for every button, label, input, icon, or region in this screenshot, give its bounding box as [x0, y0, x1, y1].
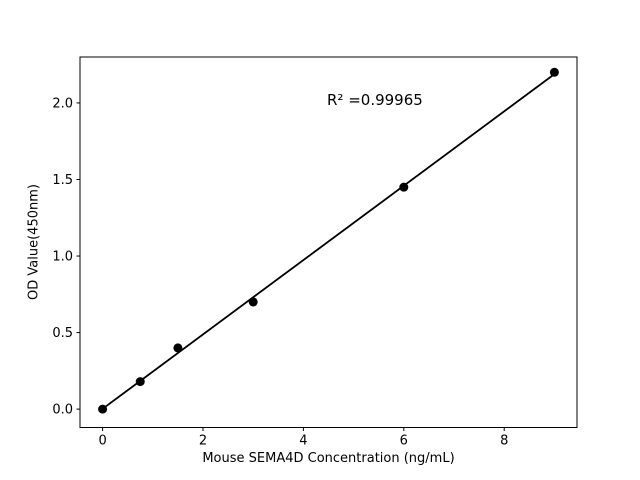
y-tick-label: 1.0: [52, 250, 73, 265]
data-point: [135, 377, 145, 387]
x-axis-label: Mouse SEMA4D Concentration (ng/mL): [202, 451, 455, 466]
data-point: [173, 343, 183, 353]
x-tick-label: 8: [500, 434, 508, 449]
data-point: [98, 404, 108, 414]
y-tick-label: 0.0: [52, 403, 73, 418]
r-squared-annotation: R² =0.99965: [327, 91, 423, 109]
data-point: [399, 182, 409, 192]
x-tick-label: 4: [299, 434, 307, 449]
x-tick-label: 2: [199, 434, 207, 449]
data-point: [248, 297, 258, 307]
y-tick-label: 0.5: [52, 326, 73, 341]
axes-frame: [79, 56, 578, 428]
x-tick-label: 6: [400, 434, 408, 449]
fit-line: [101, 73, 556, 410]
y-tick-label: 1.5: [52, 173, 73, 188]
y-axis-label: OD Value(450nm): [26, 184, 42, 300]
data-point: [549, 67, 559, 77]
x-tick-label: 0: [98, 434, 106, 449]
y-tick-label: 2.0: [52, 96, 73, 111]
